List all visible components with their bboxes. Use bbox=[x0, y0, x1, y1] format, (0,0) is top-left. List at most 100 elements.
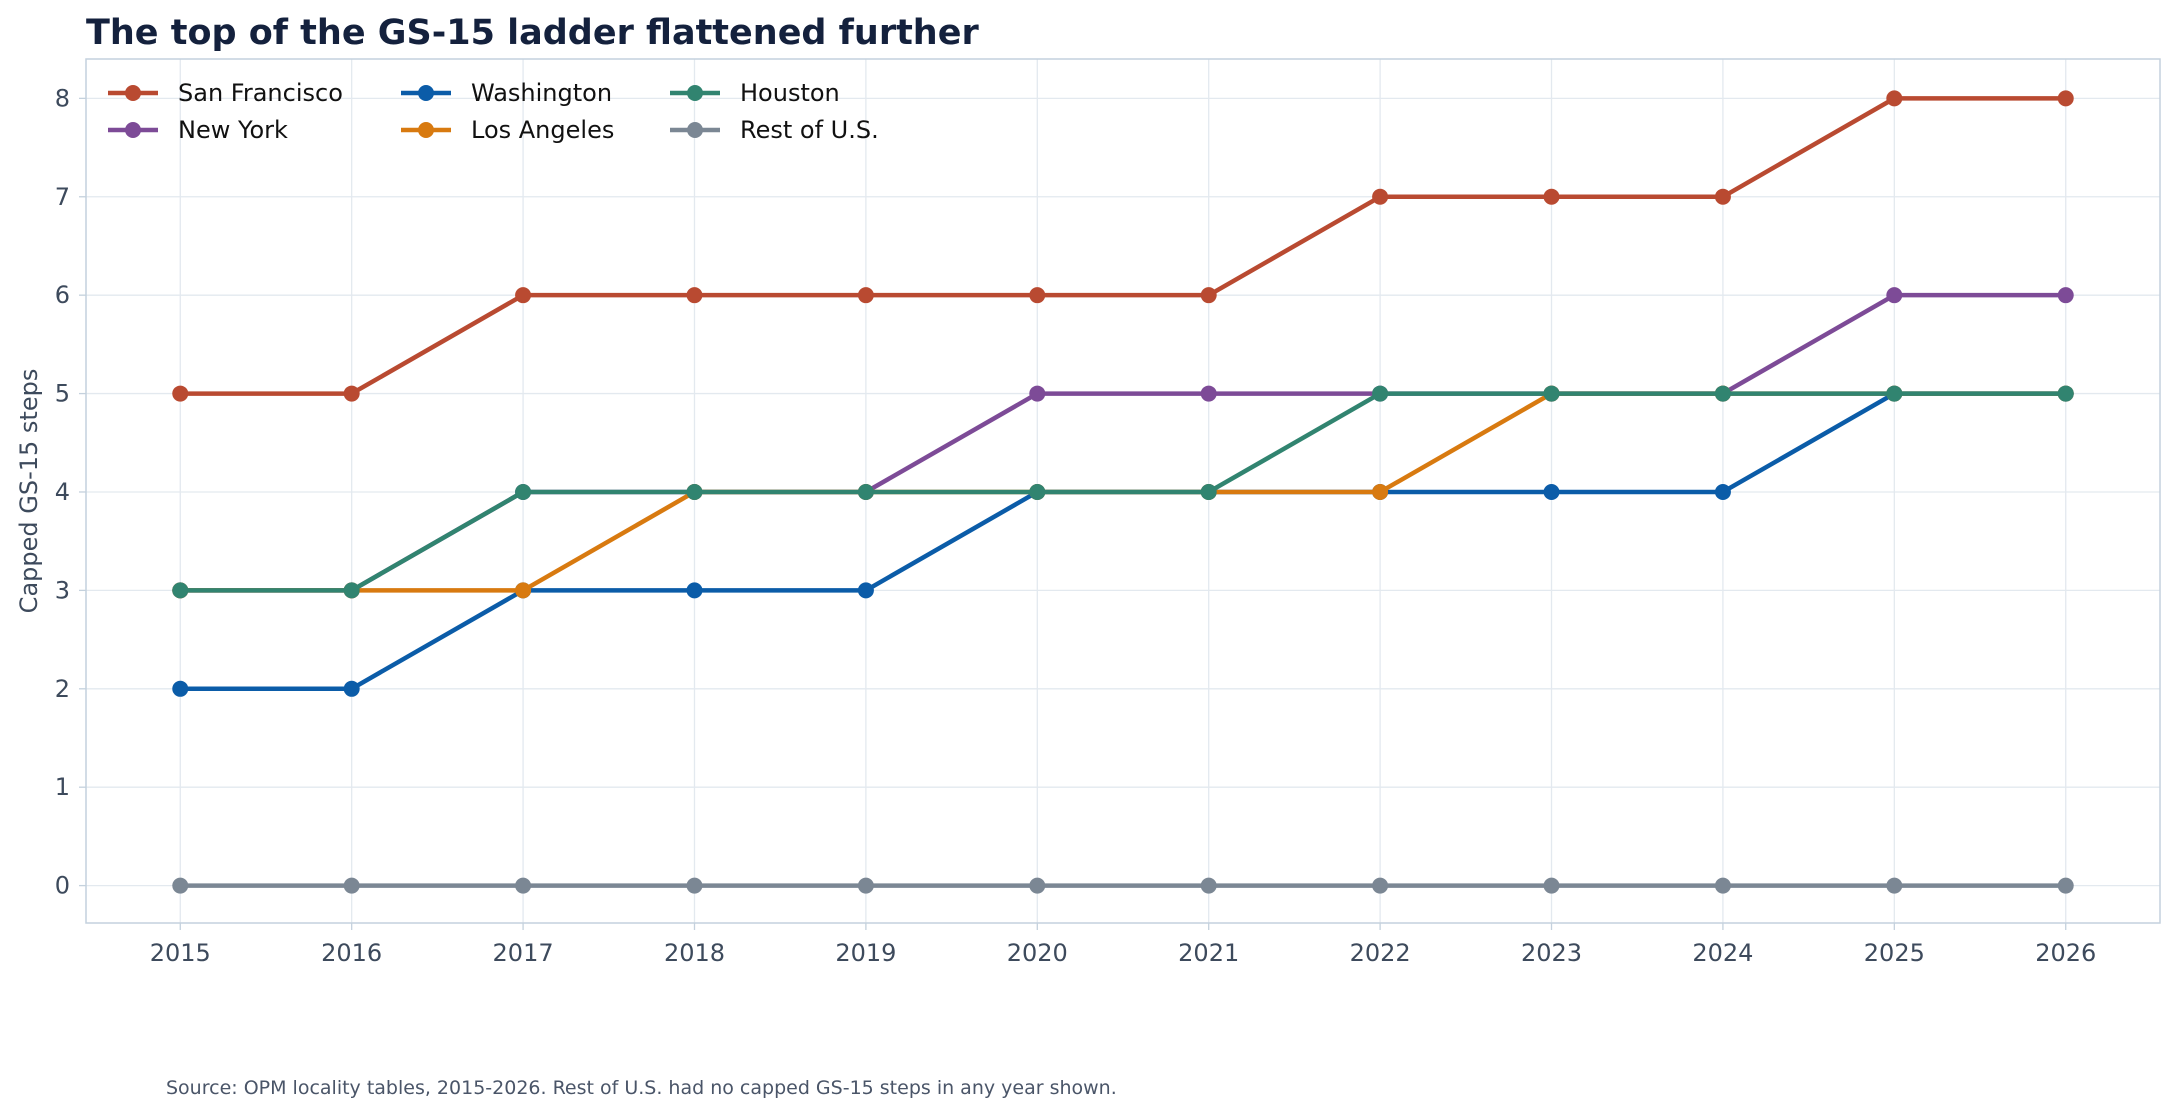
legend-label: San Francisco bbox=[178, 79, 343, 107]
data-point-new-york bbox=[1886, 287, 1903, 304]
data-point-rest-of-u-s bbox=[1029, 877, 1046, 894]
x-tick-label: 2017 bbox=[493, 939, 554, 967]
y-axis-ticks: 0 1 2 3 4 5 6 7 8 bbox=[55, 84, 86, 900]
data-point-los-angeles bbox=[515, 582, 532, 599]
data-point-houston bbox=[2057, 385, 2074, 402]
series-rest-of-u-s bbox=[172, 877, 2074, 894]
legend-item-san-francisco: San Francisco bbox=[108, 79, 343, 107]
x-tick-label: 2016 bbox=[321, 939, 382, 967]
chart-title: The top of the GS-15 ladder flattened fu… bbox=[86, 13, 979, 53]
data-point-san-francisco bbox=[1886, 90, 1903, 107]
data-point-washington bbox=[686, 582, 703, 599]
data-point-washington bbox=[857, 582, 874, 599]
source-note: Source: OPM locality tables, 2015-2026. … bbox=[166, 1077, 1117, 1099]
data-point-washington bbox=[1714, 483, 1731, 500]
data-point-houston bbox=[857, 483, 874, 500]
data-point-san-francisco bbox=[1714, 188, 1731, 205]
data-point-san-francisco bbox=[515, 287, 532, 304]
data-point-houston bbox=[1029, 483, 1046, 500]
data-point-los-angeles bbox=[1372, 483, 1389, 500]
legend-item-los-angeles: Los Angeles bbox=[401, 116, 614, 144]
legend: San Francisco New York Washington Los Angel… bbox=[108, 79, 879, 144]
x-tick-label: 2025 bbox=[1864, 939, 1925, 967]
series-san-francisco bbox=[172, 90, 2074, 402]
legend-item-washington: Washington bbox=[401, 79, 612, 107]
y-tick-label: 8 bbox=[55, 84, 70, 112]
data-point-rest-of-u-s bbox=[1543, 877, 1560, 894]
y-tick-label: 1 bbox=[55, 773, 70, 801]
data-point-rest-of-u-s bbox=[2057, 877, 2074, 894]
legend-label: Washington bbox=[471, 79, 612, 107]
data-point-houston bbox=[1886, 385, 1903, 402]
y-tick-label: 7 bbox=[55, 183, 70, 211]
x-axis-ticks: 2015 2016 2017 2018 2019 2020 2021 2022 2023 2024… bbox=[150, 923, 2096, 967]
series-washington bbox=[172, 385, 2074, 697]
x-tick-label: 2019 bbox=[835, 939, 896, 967]
data-point-san-francisco bbox=[1029, 287, 1046, 304]
data-point-new-york bbox=[1029, 385, 1046, 402]
data-point-san-francisco bbox=[343, 385, 360, 402]
series-lines bbox=[172, 90, 2074, 894]
y-tick-label: 0 bbox=[55, 872, 70, 900]
data-point-houston bbox=[343, 582, 360, 599]
series-houston bbox=[172, 385, 2074, 599]
data-point-houston bbox=[1543, 385, 1560, 402]
data-point-houston bbox=[1372, 385, 1389, 402]
legend-swatch-marker bbox=[125, 85, 141, 101]
data-point-rest-of-u-s bbox=[343, 877, 360, 894]
data-point-rest-of-u-s bbox=[686, 877, 703, 894]
data-point-san-francisco bbox=[1372, 188, 1389, 205]
legend-swatch-marker bbox=[687, 122, 703, 138]
legend-swatch-marker bbox=[418, 85, 434, 101]
x-tick-label: 2020 bbox=[1007, 939, 1068, 967]
data-point-houston bbox=[686, 483, 703, 500]
x-tick-label: 2022 bbox=[1350, 939, 1411, 967]
y-tick-label: 3 bbox=[55, 576, 70, 604]
legend-label: Houston bbox=[740, 79, 840, 107]
series-line-washington bbox=[178, 391, 2068, 692]
data-point-rest-of-u-s bbox=[172, 877, 189, 894]
data-point-san-francisco bbox=[172, 385, 189, 402]
data-point-washington bbox=[343, 680, 360, 697]
series-line-san-francisco bbox=[178, 96, 2068, 396]
y-tick-label: 4 bbox=[55, 478, 70, 506]
x-tick-label: 2018 bbox=[664, 939, 725, 967]
data-point-houston bbox=[1714, 385, 1731, 402]
y-axis-label: Capped GS-15 steps bbox=[15, 369, 43, 614]
data-point-san-francisco bbox=[857, 287, 874, 304]
legend-swatch-marker bbox=[687, 85, 703, 101]
x-tick-label: 2015 bbox=[150, 939, 211, 967]
data-point-san-francisco bbox=[2057, 90, 2074, 107]
y-tick-label: 2 bbox=[55, 675, 70, 703]
legend-swatch-marker bbox=[125, 122, 141, 138]
legend-label: Rest of U.S. bbox=[740, 116, 879, 144]
data-point-san-francisco bbox=[1543, 188, 1560, 205]
y-tick-label: 6 bbox=[55, 281, 70, 309]
data-point-rest-of-u-s bbox=[1714, 877, 1731, 894]
legend-label: Los Angeles bbox=[471, 116, 614, 144]
data-point-rest-of-u-s bbox=[1372, 877, 1389, 894]
x-tick-label: 2024 bbox=[1692, 939, 1753, 967]
x-tick-label: 2023 bbox=[1521, 939, 1582, 967]
data-point-rest-of-u-s bbox=[857, 877, 874, 894]
x-tick-label: 2026 bbox=[2035, 939, 2096, 967]
data-point-rest-of-u-s bbox=[1200, 877, 1217, 894]
plot-frame bbox=[85, 58, 2161, 924]
legend-label: New York bbox=[178, 116, 288, 144]
data-point-san-francisco bbox=[1200, 287, 1217, 304]
data-point-houston bbox=[515, 483, 532, 500]
data-point-rest-of-u-s bbox=[1886, 877, 1903, 894]
y-tick-label: 5 bbox=[55, 380, 70, 408]
series-line-new-york bbox=[178, 292, 2068, 593]
data-point-san-francisco bbox=[686, 287, 703, 304]
data-point-washington bbox=[172, 680, 189, 697]
data-point-washington bbox=[1543, 483, 1560, 500]
x-tick-label: 2021 bbox=[1178, 939, 1239, 967]
legend-item-rest-of-u-s: Rest of U.S. bbox=[670, 116, 879, 144]
data-point-new-york bbox=[2057, 287, 2074, 304]
data-point-rest-of-u-s bbox=[515, 877, 532, 894]
data-point-houston bbox=[172, 582, 189, 599]
data-point-houston bbox=[1200, 483, 1217, 500]
legend-item-new-york: New York bbox=[108, 116, 288, 144]
